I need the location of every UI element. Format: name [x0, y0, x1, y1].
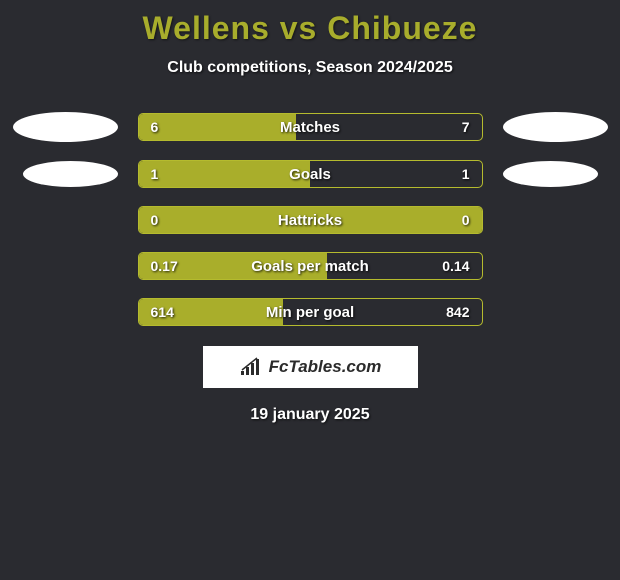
player-left-marker — [13, 112, 118, 142]
brand-badge[interactable]: FcTables.com — [203, 346, 418, 388]
stat-row: 0 Hattricks 0 — [0, 206, 620, 234]
stat-value-left: 0.17 — [151, 258, 178, 274]
stats-rows: 6 Matches 7 1 Goals 1 0 Hattricks 0 0.17 Goals per… — [0, 112, 620, 326]
bar-fill-left — [139, 114, 297, 140]
player-left-marker — [23, 161, 118, 187]
stat-bar: 1 Goals 1 — [138, 160, 483, 188]
stat-row: 0.17 Goals per match 0.14 — [0, 252, 620, 280]
stat-value-right: 842 — [446, 304, 469, 320]
stat-value-left: 1 — [151, 166, 159, 182]
bar-spark-icon — [239, 357, 265, 377]
stat-label: Hattricks — [278, 212, 342, 229]
brand-text: FcTables.com — [269, 357, 382, 377]
stat-label: Min per goal — [266, 304, 354, 321]
stat-label: Goals per match — [251, 258, 369, 275]
stat-value-right: 7 — [462, 119, 470, 135]
stat-value-left: 0 — [151, 212, 159, 228]
player-right-marker — [503, 112, 608, 142]
stat-row: 6 Matches 7 — [0, 112, 620, 142]
stat-bar: 0 Hattricks 0 — [138, 206, 483, 234]
subtitle: Club competitions, Season 2024/2025 — [0, 59, 620, 77]
stat-value-right: 0.14 — [442, 258, 469, 274]
bar-fill-left — [139, 161, 311, 187]
stat-bar: 0.17 Goals per match 0.14 — [138, 252, 483, 280]
stat-value-right: 0 — [462, 212, 470, 228]
page-title: Wellens vs Chibueze — [0, 10, 620, 47]
comparison-card: Wellens vs Chibueze Club competitions, S… — [0, 0, 620, 424]
stat-label: Matches — [280, 119, 340, 136]
player-right-marker — [503, 161, 598, 187]
stat-label: Goals — [289, 166, 331, 183]
stat-bar: 614 Min per goal 842 — [138, 298, 483, 326]
stat-bar: 6 Matches 7 — [138, 113, 483, 141]
stat-row: 614 Min per goal 842 — [0, 298, 620, 326]
stat-value-left: 614 — [151, 304, 174, 320]
stat-row: 1 Goals 1 — [0, 160, 620, 188]
stat-value-right: 1 — [462, 166, 470, 182]
date-label: 19 january 2025 — [0, 406, 620, 424]
stat-value-left: 6 — [151, 119, 159, 135]
